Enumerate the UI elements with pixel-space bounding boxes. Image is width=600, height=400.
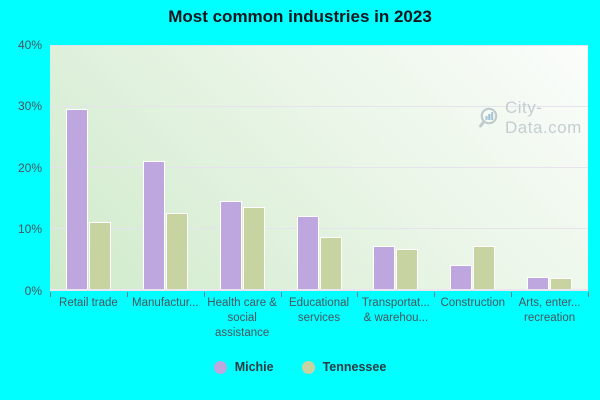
bar-michie-0 (65, 109, 88, 289)
bar-group-4 (357, 45, 434, 289)
bar-tennessee-6 (550, 278, 573, 289)
y-tick-label-0: 0% (24, 283, 42, 298)
legend-label-michie: Michie (234, 360, 274, 374)
bar-group-6 (511, 45, 588, 289)
watermark: City-Data.com (478, 98, 588, 138)
bar-michie-1 (142, 160, 165, 289)
x-tick-mark (588, 292, 589, 297)
x-axis-labels: Retail trade Manufactur... Health care & s… (50, 296, 588, 341)
bar-tennessee-0 (88, 221, 111, 289)
x-tick-mark (357, 292, 359, 297)
y-tick-label-40: 40% (17, 37, 42, 52)
x-category-label-5: Construction (440, 297, 505, 309)
gridline-30 (50, 106, 588, 107)
x-tick-mark (50, 292, 51, 297)
x-category-label-3: Educational services (288, 297, 350, 324)
x-category-label-4: Transportat... & warehou... (361, 297, 430, 324)
bar-michie-5 (450, 264, 473, 289)
legend-item-tennessee: Tennessee (301, 360, 387, 374)
bar-tennessee-2 (242, 206, 265, 289)
bar-michie-3 (296, 215, 319, 289)
bar-tennessee-5 (473, 246, 496, 289)
bar-michie-2 (219, 200, 242, 289)
gridline-40 (50, 45, 588, 46)
gridline-10 (50, 228, 588, 229)
y-tick-label-10: 10% (17, 222, 42, 236)
bar-group-3 (281, 45, 358, 289)
x-tick-mark (280, 292, 282, 297)
legend: Michie Tennessee (0, 360, 600, 374)
bar-groups (50, 45, 588, 289)
watermark-text: City-Data.com (505, 98, 582, 137)
city-data-logo-icon (478, 106, 502, 130)
bar-group-2 (204, 45, 281, 289)
bar-group-1 (127, 45, 204, 289)
tennessee-swatch-icon (301, 360, 315, 374)
bar-tennessee-4 (396, 249, 419, 289)
gridline-20 (50, 167, 588, 168)
y-tick-label-20: 20% (17, 160, 42, 175)
michie-swatch-icon (213, 360, 227, 374)
x-category-label-6: Arts, enter... recreation (518, 297, 581, 324)
legend-item-michie: Michie (213, 360, 274, 374)
plot-area: City-Data.com (50, 45, 588, 291)
bar-group-0 (50, 45, 127, 289)
x-tick-mark (126, 292, 128, 297)
bar-tennessee-1 (165, 212, 188, 289)
x-tick-mark (511, 292, 513, 297)
x-tick-mark (434, 292, 436, 297)
bar-michie-4 (373, 246, 396, 289)
x-category-label-1: Manufactur... (132, 297, 199, 309)
chart-title: Most common industries in 2023 (168, 7, 432, 26)
x-category-label-2: Health care & social assistance (207, 297, 277, 339)
bar-michie-6 (527, 276, 550, 289)
bar-tennessee-3 (319, 237, 342, 289)
y-tick-label-30: 30% (17, 99, 42, 113)
legend-label-tennessee: Tennessee (322, 360, 387, 374)
bar-group-5 (434, 45, 511, 289)
x-category-label-0: Retail trade (59, 297, 118, 309)
x-tick-mark (203, 292, 205, 297)
